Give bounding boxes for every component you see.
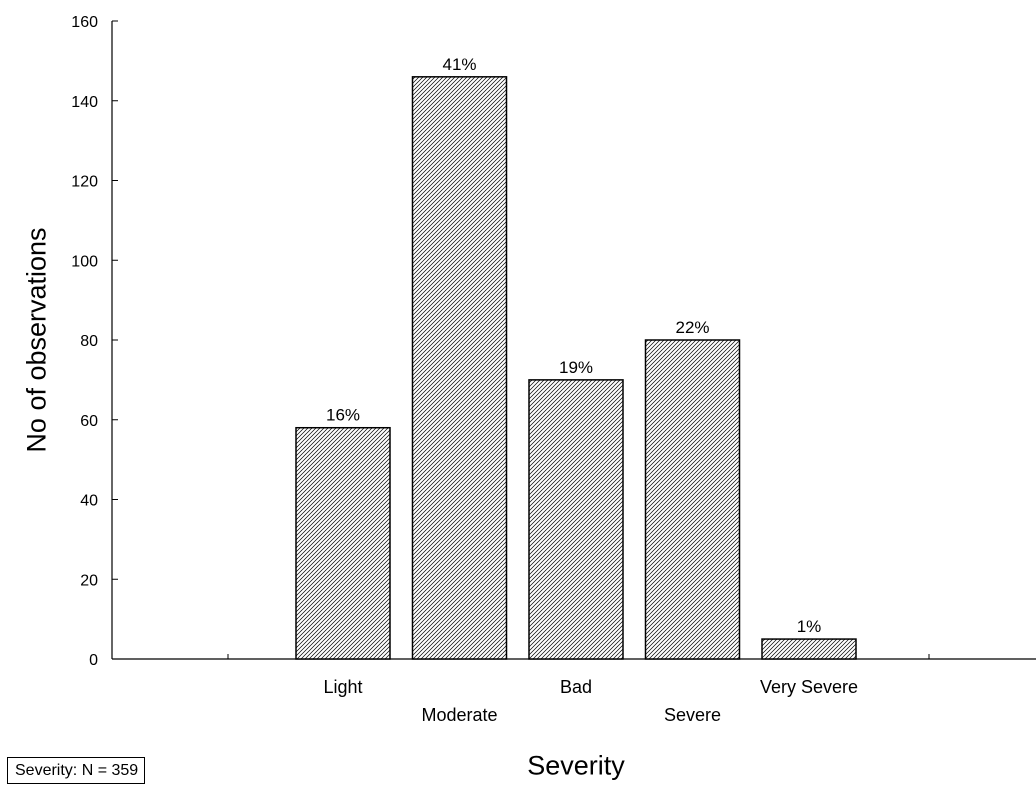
y-tick-label: 160 (71, 14, 98, 31)
axes: 0 20 40 60 80 100 120 140 160 (71, 14, 1036, 669)
x-axis-label: Severity (527, 750, 625, 781)
bar-value-label: 19% (559, 358, 593, 377)
y-tick-label: 80 (80, 333, 98, 350)
y-axis-label: No of observations (21, 227, 52, 453)
y-tick-label: 0 (89, 652, 98, 669)
y-tick-label: 40 (80, 493, 98, 510)
bar-very-severe (761, 638, 857, 660)
y-tick-label: 140 (71, 94, 98, 111)
y-tick-label: 20 (80, 572, 98, 589)
x-tick-label: Moderate (421, 705, 497, 725)
y-tick-label: 120 (71, 174, 98, 191)
x-tick-label: Bad (560, 677, 592, 697)
x-tick-label: Light (323, 677, 362, 697)
bar-bad (528, 379, 624, 660)
bar-value-label: 1% (797, 617, 822, 636)
labels: 16% Light 41% Moderate 19% Bad 22% Severe 1% Very… (323, 55, 858, 725)
bar-severe (644, 339, 741, 660)
y-tick-label: 60 (80, 413, 98, 430)
bar-moderate (411, 76, 508, 660)
bar-light (295, 426, 391, 660)
bar-value-label: 22% (675, 318, 709, 337)
x-tick-label: Severe (664, 705, 721, 725)
y-tick-label: 100 (71, 253, 98, 270)
x-tick-label: Very Severe (760, 677, 858, 697)
bar-value-label: 16% (326, 406, 360, 425)
bar-value-label: 41% (442, 55, 476, 74)
bars (295, 76, 857, 660)
sample-size-note: Severity: N = 359 (7, 757, 146, 784)
